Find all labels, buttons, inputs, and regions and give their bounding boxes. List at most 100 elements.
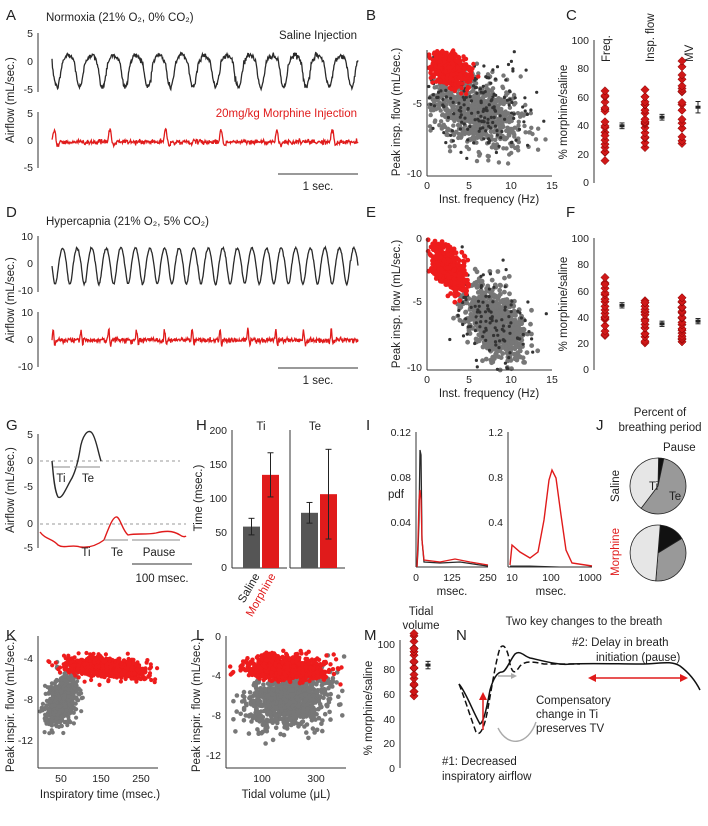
- panel-D-title: Hypercapnia (21% O₂, 5% CO₂): [46, 216, 209, 228]
- j-label-pause: Pause: [663, 442, 696, 454]
- scatter-point: [524, 350, 530, 355]
- scatter-point: [504, 297, 510, 302]
- scatter-point: [477, 304, 481, 308]
- data-diamond: [600, 272, 610, 282]
- c-cat-freq: Freq.: [601, 35, 613, 62]
- e-ytick-m10: -10: [407, 362, 422, 374]
- d-ylabel: Airflow (mL/sec.): [5, 257, 17, 343]
- scatter-point: [74, 715, 79, 720]
- scatter-point: [503, 305, 507, 309]
- scatter-point: [429, 266, 434, 271]
- scatter-point: [476, 332, 482, 338]
- h-ytick-100: 100: [209, 493, 227, 505]
- scatter-point: [463, 116, 467, 120]
- scatter-point: [477, 129, 481, 133]
- scatter-point: [430, 80, 435, 85]
- scatter-point: [459, 85, 464, 91]
- scatter-point: [535, 348, 541, 354]
- scatter-point: [462, 103, 466, 107]
- scatter-point: [445, 242, 451, 248]
- scatter-point: [494, 343, 498, 347]
- e-xtick-5: 5: [466, 374, 472, 386]
- scatter-point: [521, 359, 526, 365]
- scatter-point: [58, 720, 63, 725]
- b-xlabel: Inst. frequency (Hz): [439, 194, 540, 206]
- scatter-point: [506, 274, 512, 279]
- d-ytick-top-m10: -10: [18, 285, 33, 297]
- scatter-point: [530, 131, 535, 137]
- mean-marker: [659, 322, 665, 326]
- scatter-point: [48, 699, 53, 705]
- g-label-pause: Pause: [143, 547, 176, 559]
- scatter-point: [481, 300, 485, 304]
- scatter-point: [523, 130, 528, 135]
- scatter-point: [511, 92, 517, 98]
- scatter-point: [501, 258, 505, 262]
- scatter-point: [497, 123, 502, 129]
- d-ytick-top-0: 0: [27, 258, 33, 270]
- scatter-point: [500, 129, 504, 134]
- scatter-point: [512, 50, 516, 54]
- scatter-point: [468, 125, 472, 129]
- scatter-point: [497, 287, 503, 293]
- scatter-point: [42, 730, 47, 735]
- scatter-point: [476, 149, 481, 155]
- scatter-point: [461, 109, 466, 115]
- e-ytick-0: 0: [416, 233, 422, 245]
- scatter-point: [502, 275, 507, 281]
- scatter-point: [516, 148, 521, 153]
- b-xtick-10: 10: [505, 180, 517, 192]
- scatter-point: [489, 115, 493, 119]
- scatter-point: [462, 254, 468, 259]
- scatter-point: [484, 294, 488, 298]
- scatter-point: [484, 319, 488, 323]
- scatter-point: [517, 348, 523, 354]
- scatter-point: [45, 713, 50, 718]
- scatter-point: [40, 701, 46, 706]
- scatter-point: [465, 277, 470, 283]
- scatter-point: [479, 284, 484, 288]
- scatter-point: [481, 91, 485, 95]
- scatter-point: [521, 105, 525, 109]
- e-xtick-10: 10: [505, 374, 517, 386]
- scatter-point: [125, 651, 130, 656]
- scatter-point: [507, 103, 511, 107]
- scatter-point: [432, 100, 437, 105]
- scatter-point: [502, 95, 506, 99]
- i-xlabel-left: msec.: [437, 586, 468, 598]
- scatter-point: [438, 119, 444, 124]
- scatter-point: [507, 152, 512, 157]
- data-diamond: [640, 85, 650, 95]
- scatter-point: [43, 705, 49, 710]
- g-label-te-top: Te: [82, 473, 94, 485]
- scatter-point: [514, 138, 518, 142]
- scatter-point: [446, 91, 452, 96]
- scatter-point: [509, 59, 513, 64]
- scatter-point: [513, 145, 518, 151]
- scatter-point: [512, 134, 517, 139]
- scatter-point: [70, 700, 75, 705]
- scatter-point: [536, 126, 541, 131]
- scatter-point: [59, 681, 64, 686]
- scatter-point: [515, 111, 521, 116]
- scatter-point: [439, 126, 444, 131]
- panel-letter-I: I: [366, 417, 370, 434]
- scatter-point: [451, 315, 456, 321]
- scatter-point: [451, 100, 455, 104]
- e-xtick-0: 0: [424, 374, 430, 386]
- scatter-point: [508, 331, 512, 335]
- e-ylabel: Peak insp. flow (mL/sec.): [391, 240, 403, 369]
- scatter-point: [525, 112, 530, 116]
- i-ytick-012: 0.12: [391, 427, 412, 439]
- i-morphine-curve-left: [416, 489, 489, 568]
- scatter-point: [484, 83, 489, 89]
- scatter-point: [469, 99, 474, 103]
- scatter-point: [523, 109, 527, 113]
- scatter-point: [462, 122, 466, 126]
- scatter-point: [456, 75, 461, 81]
- scatter-point: [492, 285, 496, 289]
- scatter-point: [466, 107, 470, 111]
- scatter-point: [466, 325, 470, 329]
- scatter-point: [460, 282, 466, 288]
